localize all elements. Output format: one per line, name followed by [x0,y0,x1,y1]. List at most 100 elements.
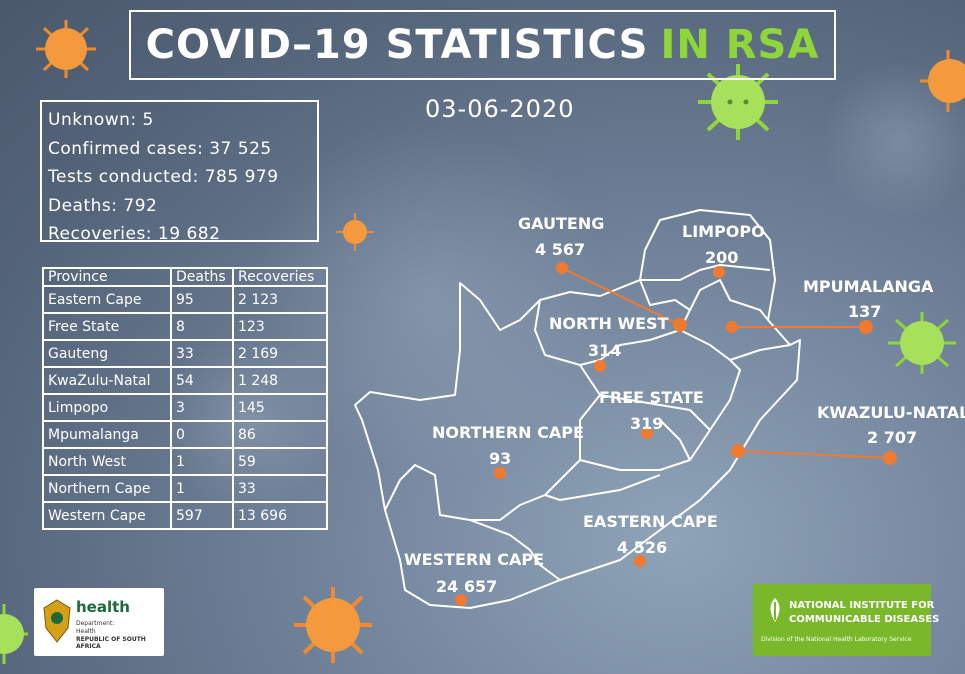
recoveries-cell: 123 [232,312,328,341]
virus-icon [36,20,96,78]
province-cell: North West [42,447,172,476]
recoveries-cell: 59 [232,447,328,476]
western-cape-label: WESTERN CAPE [404,550,545,569]
column-header: Recoveries [232,267,328,287]
north-west-label: NORTH WEST [549,314,669,333]
confirmed-cases-stat: Confirmed cases: 37 525 [48,138,272,159]
deaths-cell: 0 [170,420,234,449]
province-border [659,419,691,461]
table-row: Mpumalanga 0 86 [42,420,328,449]
eastern-cape-marker [634,555,646,567]
gauteng-label: GAUTENG [518,214,605,233]
deaths-cell: 597 [170,501,234,530]
free-state-marker [641,427,653,439]
recoveries-cell: 13 696 [232,501,328,530]
eastern-cape-count: 4 526 [617,538,668,557]
table-row: Limpopo 3 145 [42,393,328,422]
province-table: Province Deaths Recoveries Eastern Cape … [42,267,328,530]
mpumalanga-end-marker [859,320,873,334]
free-state-count: 319 [630,414,664,433]
province-border [599,394,711,431]
northern-cape-label: NORTHERN CAPE [432,423,584,442]
column-header: Province [42,267,172,287]
title-highlight: IN RSA [660,22,820,68]
deaths-stat: Deaths: 792 [48,195,158,216]
province-cell: Free State [42,312,172,341]
nicd-logo-line1: NATIONAL INSTITUTE FOR [789,600,935,611]
unknown-stat: Unknown: 5 [48,110,154,130]
nicd-emblem-icon [770,598,780,622]
table-header-row: Province Deaths Recoveries [42,267,328,287]
deaths-cell: 1 [170,474,234,503]
kwazulu-natal-count: 2 707 [867,428,918,447]
deaths-cell: 54 [170,366,234,395]
coat-of-arms-icon [43,599,71,643]
kwazulu-natal-end-marker [883,451,897,465]
province-border [534,279,691,366]
recoveries-cell: 145 [232,393,328,422]
deaths-cell: 3 [170,393,234,422]
kwazulu-natal-label: KWAZULU-NATAL [817,403,965,422]
virus-icon [888,312,956,374]
recoveries-cell: 2 123 [232,285,328,314]
province-border [469,519,561,581]
virus-icon [698,64,778,140]
western-cape-marker [455,594,467,606]
deaths-cell: 1 [170,447,234,476]
limpopo-marker [713,266,725,278]
nicd-logo-line2: COMMUNICABLE DISEASES [789,614,940,625]
province-cell: Gauteng [42,339,172,368]
table-row: Western Cape 597 13 696 [42,501,328,530]
gauteng-count: 4 567 [535,240,586,259]
nicd-logo-line3: Division of the National Health Laborato… [761,636,912,643]
health-logo-line1: Department: [76,620,115,627]
health-logo-line2: Health [76,628,96,635]
deaths-cell: 8 [170,312,234,341]
recoveries-cell: 33 [232,474,328,503]
free-state-label: FREE STATE [599,388,704,407]
title-main: COVID–19 STATISTICS [145,22,649,68]
nicd-logo: NATIONAL INSTITUTE FOR COMMUNICABLE DISE… [753,584,939,656]
limpopo-label: LIMPOPO [682,222,765,241]
table-row: Free State 8 123 [42,312,328,341]
column-header: Deaths [170,267,234,287]
province-cell: Western Cape [42,501,172,530]
tests-conducted-stat: Tests conducted: 785 979 [48,167,279,187]
limpopo-count: 200 [705,248,739,267]
north-west-count: 314 [588,341,622,360]
mpumalanga-count: 137 [848,302,882,321]
table-row: KwaZulu-Natal 54 1 248 [42,366,328,395]
province-border [544,474,661,501]
gauteng-marker [556,262,568,274]
kwazulu-natal-marker [731,444,745,458]
recoveries-cell: 1 248 [232,366,328,395]
health-logo-line3: REPUBLIC OF SOUTH AFRICA [76,636,146,650]
mpumalanga-label: MPUMALANGA [803,277,934,296]
province-border [640,264,771,281]
department-of-health-logo: health Department: Health REPUBLIC OF SO… [34,588,164,656]
province-cell: KwaZulu-Natal [42,366,172,395]
north-west-marker [594,360,606,372]
province-cell: Limpopo [42,393,172,422]
table-row: Gauteng 33 2 169 [42,339,328,368]
virus-icon [294,587,372,663]
kwazulu-natal-leader-line [737,450,891,459]
northern-cape-count: 93 [489,449,512,468]
health-logo-name: health [76,598,130,616]
table-row: Eastern Cape 95 2 123 [42,285,328,314]
virus-icon [920,50,965,112]
gauteng-leader-line [561,267,681,326]
province-border [679,329,791,361]
province-border [689,279,769,321]
gauteng-map-marker [673,318,687,332]
mpumalanga-marker [726,321,738,333]
recoveries-cell: 2 169 [232,339,328,368]
deaths-cell: 33 [170,339,234,368]
report-date: 03-06-2020 [425,95,575,123]
table-row: North West 1 59 [42,447,328,476]
province-cell: Northern Cape [42,474,172,503]
virus-icon [0,604,28,664]
western-cape-count: 24 657 [436,577,498,596]
summary-box: Unknown: 5 Confirmed cases: 37 525 Tests… [40,100,319,244]
